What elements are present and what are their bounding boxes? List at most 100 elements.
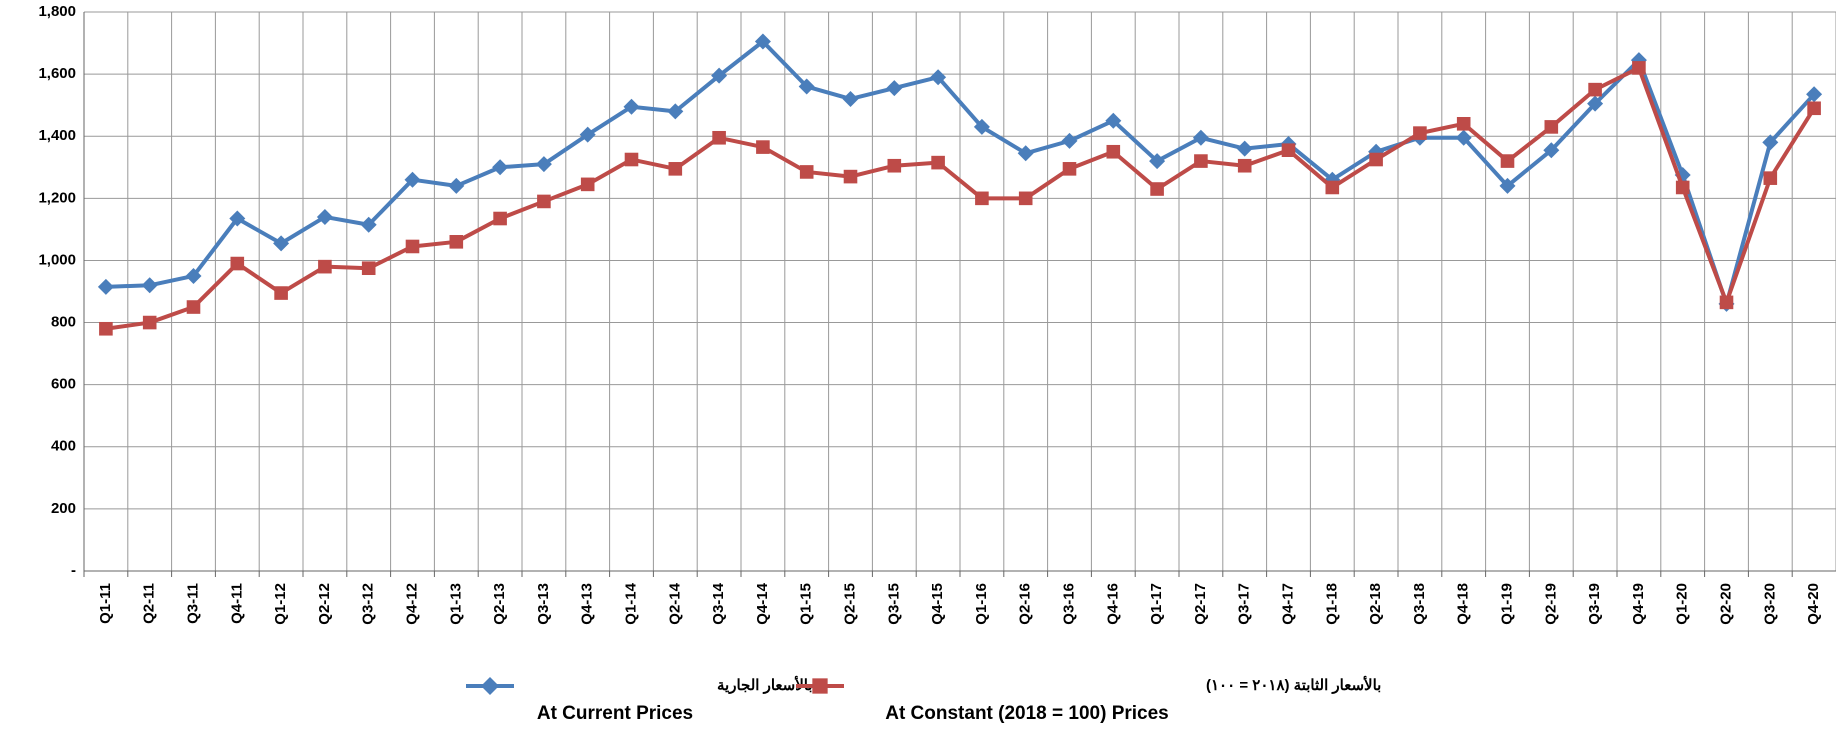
point — [318, 259, 332, 274]
point — [1499, 177, 1516, 194]
point — [1106, 144, 1121, 159]
x-tick-label: Q4-12 — [403, 583, 420, 625]
y-tick-label: 200 — [51, 500, 76, 517]
series-line — [105, 65, 1816, 331]
x-tick-label: Q2-17 — [1192, 583, 1209, 625]
point — [1369, 152, 1383, 167]
point — [316, 208, 333, 225]
x-tick-label: Q3-11 — [184, 583, 201, 624]
point — [1017, 145, 1034, 162]
point — [1149, 153, 1166, 170]
point — [580, 177, 595, 192]
point — [404, 171, 421, 188]
point — [492, 159, 509, 176]
point — [1806, 86, 1823, 103]
x-tick-label: Q2-15 — [841, 583, 858, 625]
series-line — [105, 39, 1816, 306]
x-tick-label: Q2-11 — [141, 583, 158, 624]
x-tick-label: Q1-13 — [447, 583, 464, 625]
x-tick-label: Q4-13 — [579, 583, 596, 625]
x-tick-label: Q3-19 — [1586, 583, 1603, 625]
point — [1062, 162, 1077, 176]
point — [230, 256, 245, 271]
x-tick-label: Q4-14 — [754, 582, 771, 624]
x-tick-label: Q4-18 — [1455, 583, 1472, 625]
x-tick-label: Q4-11 — [228, 583, 245, 624]
point — [1500, 154, 1515, 168]
x-tick-label: Q4-20 — [1805, 583, 1822, 625]
point — [931, 155, 945, 170]
x-tick-label: Q1-19 — [1498, 583, 1515, 625]
legend-marker — [812, 678, 828, 694]
y-tick-label: - — [71, 562, 76, 579]
legend-label-ar: بالأسعار الجارية — [717, 675, 813, 694]
point — [1194, 154, 1208, 168]
x-tick-label: Q3-15 — [885, 583, 902, 625]
x-tick-label: Q3-12 — [360, 583, 377, 625]
point — [449, 235, 464, 249]
x-tick-label: Q1-20 — [1674, 583, 1691, 625]
point — [1632, 61, 1646, 75]
point — [1544, 120, 1559, 134]
point — [1237, 158, 1252, 173]
x-tick-label: Q1-18 — [1323, 583, 1340, 625]
x-tick-label: Q3-17 — [1236, 583, 1253, 625]
x-tick-label: Q1-17 — [1148, 583, 1165, 625]
point — [97, 278, 114, 295]
x-tick-label: Q3-20 — [1761, 583, 1778, 625]
legend-label-ar: بالأسعار الثابتة (٢٠١٨ = ١٠٠) — [1206, 675, 1381, 694]
point — [360, 216, 377, 233]
point — [1105, 112, 1122, 129]
x-tick-label: Q3-13 — [535, 583, 552, 625]
point — [579, 126, 596, 143]
x-tick-label: Q1-12 — [272, 583, 289, 625]
x-tick-label: Q4-19 — [1630, 583, 1647, 625]
y-tick-label: 1,200 — [38, 189, 76, 206]
x-tick-label: Q2-12 — [316, 583, 333, 625]
point — [624, 152, 639, 167]
point — [711, 67, 728, 84]
point — [1807, 101, 1821, 116]
y-tick-label: 600 — [51, 376, 76, 393]
point — [754, 33, 771, 50]
point — [973, 118, 990, 135]
x-tick-label: Q2-18 — [1367, 583, 1384, 625]
point — [1413, 126, 1427, 140]
point — [537, 194, 551, 209]
point — [186, 300, 201, 314]
point — [1455, 129, 1472, 146]
point — [667, 103, 684, 120]
point — [975, 191, 989, 206]
point — [1456, 117, 1471, 131]
point — [99, 321, 113, 336]
point — [1236, 140, 1253, 157]
y-tick-label: 1,400 — [38, 127, 76, 144]
point — [930, 69, 947, 86]
point — [405, 239, 420, 254]
point — [273, 235, 290, 252]
point — [843, 169, 858, 184]
point — [448, 177, 465, 194]
y-tick-label: 800 — [51, 314, 76, 331]
point — [1719, 295, 1734, 310]
point — [1018, 191, 1033, 206]
x-tick-label: Q4-16 — [1104, 583, 1121, 625]
x-tick-label: Q1-16 — [973, 583, 990, 625]
y-tick-label: 1,800 — [38, 3, 76, 20]
point — [493, 211, 507, 226]
point — [274, 286, 288, 300]
point — [712, 130, 726, 145]
legend-label: At Current Prices — [537, 703, 693, 724]
x-tick-label: Q2-19 — [1542, 583, 1559, 625]
x-tick-label: Q4-15 — [929, 583, 946, 625]
legend-label: At Constant (2018 = 100) Prices — [885, 703, 1169, 724]
point — [185, 267, 202, 284]
point — [1587, 95, 1604, 112]
x-tick-label: Q2-16 — [1017, 583, 1034, 625]
point — [1281, 143, 1296, 157]
point — [1192, 129, 1209, 146]
point — [1061, 132, 1078, 149]
point — [1588, 82, 1602, 97]
point — [361, 261, 376, 276]
x-tick-label: Q3-14 — [710, 582, 727, 624]
